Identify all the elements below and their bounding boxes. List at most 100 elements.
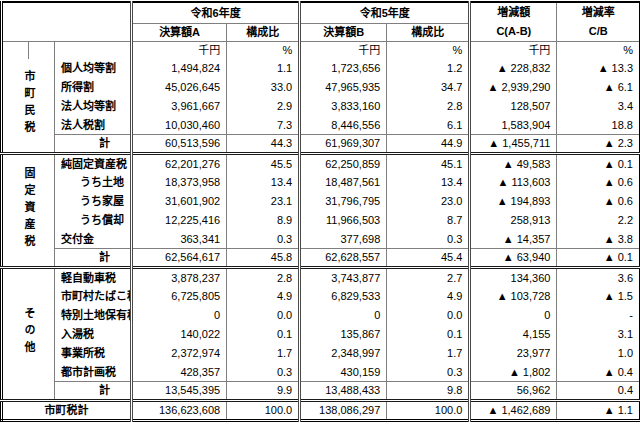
item-label: 特別土地保有税 — [55, 306, 132, 325]
item-label: うち家屋 — [55, 192, 132, 211]
cell-diff-rate: ▲ 0.4 — [557, 363, 640, 382]
item-label: 事業所税 — [55, 344, 132, 363]
cell-settlement-a: 1,494,824 — [132, 59, 227, 78]
table-row: うち家屋31,601,90223.131,796,79523.0▲ 194,89… — [2, 192, 640, 211]
cell-diff-rate: ▲ 3.8 — [557, 230, 640, 249]
cell-ratio-b: 1.7 — [387, 344, 470, 363]
municipal-tax-table: 令和6年度 令和5年度 増減額 C(A-B) 増減率 C/B 決算額A 構成比 … — [0, 1, 640, 422]
units-blank-1 — [2, 42, 29, 59]
grand-total-label: 市町税計 — [2, 401, 132, 421]
table-row: 交付金363,3410.3377,6980.3▲ 14,357▲ 3.8 — [2, 230, 640, 249]
cell-settlement-a: 363,341 — [132, 230, 227, 249]
cell-diff-amount: ▲ 113,603 — [470, 173, 557, 192]
item-label: 純固定資産税 — [55, 154, 132, 173]
cell-ratio-b: 4.9 — [387, 287, 470, 306]
cell-diff-amount: 258,913 — [470, 211, 557, 230]
cell-diff-rate: - — [557, 306, 640, 325]
cell-settlement-b: 2,348,997 — [300, 344, 387, 363]
cell-diff-amount: 128,507 — [470, 97, 557, 116]
table-row: 所得割45,026,64533.047,965,93534.7▲ 2,939,2… — [2, 78, 640, 97]
cell-diff-rate: ▲ 6.1 — [557, 78, 640, 97]
units-blank-3 — [55, 42, 132, 59]
header-row-year: 令和6年度 令和5年度 増減額 C(A-B) 増減率 C/B — [2, 2, 640, 23]
cell-diff-amount: ▲ 1,802 — [470, 363, 557, 382]
item-label: 市町村たばこ税 — [55, 287, 132, 306]
unit-thousand-yen: 千円 — [470, 42, 557, 59]
cell-ratio-a: 1.7 — [227, 344, 300, 363]
cell-settlement-b: 13,488,433 — [300, 382, 387, 401]
table-row: 事業所税2,372,9741.72,348,9971.723,9771.0 — [2, 344, 640, 363]
cell-settlement-a: 31,601,902 — [132, 192, 227, 211]
header-diff-rate-label: 増減率 — [557, 3, 639, 22]
cell-settlement-b: 3,743,877 — [300, 268, 387, 287]
cell-diff-amount: ▲ 63,940 — [470, 249, 557, 268]
cell-diff-amount: ▲ 14,357 — [470, 230, 557, 249]
cell-ratio-b: 6.1 — [387, 116, 470, 135]
unit-thousand-yen: 千円 — [132, 42, 227, 59]
item-label: 軽自動車税 — [55, 268, 132, 287]
cell-diff-amount: 0 — [470, 306, 557, 325]
cell-ratio-b: 100.0 — [387, 401, 470, 421]
cell-settlement-a: 6,725,805 — [132, 287, 227, 306]
cell-ratio-a: 0.1 — [227, 325, 300, 344]
cell-ratio-b: 13.4 — [387, 173, 470, 192]
table-row: 計62,564,61745.862,628,55745.4▲ 63,940▲ 0… — [2, 249, 640, 268]
header-settlement-b: 決算額B — [300, 23, 387, 41]
cell-settlement-b: 0 — [300, 306, 387, 325]
table-row: 固定資産税純固定資産税62,201,27645.562,250,85945.1▲… — [2, 154, 640, 173]
cell-settlement-a: 13,545,395 — [132, 382, 227, 401]
cell-settlement-b: 377,698 — [300, 230, 387, 249]
cell-ratio-a: 2.9 — [227, 97, 300, 116]
cell-diff-amount: ▲ 103,728 — [470, 287, 557, 306]
item-label: 計 — [55, 382, 132, 401]
cell-ratio-b: 2.7 — [387, 268, 470, 287]
units-row: 千円 % 千円 % 千円 % — [2, 42, 640, 59]
cell-ratio-a: 1.1 — [227, 59, 300, 78]
header-year-reiwa6: 令和6年度 — [132, 2, 300, 23]
header-ratio-a: 構成比 — [227, 23, 300, 41]
table-row: 市町民税個人均等割1,494,8241.11,723,6561.2▲ 228,8… — [2, 59, 640, 78]
cell-settlement-b: 138,086,297 — [300, 401, 387, 421]
group-label: その他 — [2, 268, 55, 401]
cell-diff-rate: 3.4 — [557, 97, 640, 116]
header-ratio-b: 構成比 — [387, 23, 470, 41]
cell-ratio-a: 2.8 — [227, 268, 300, 287]
group-label: 固定資産税 — [2, 154, 55, 268]
cell-settlement-a: 2,372,974 — [132, 344, 227, 363]
cell-diff-amount: ▲ 194,893 — [470, 192, 557, 211]
header-diff-rate: 増減率 C/B — [557, 2, 640, 42]
cell-settlement-b: 430,159 — [300, 363, 387, 382]
cell-diff-amount: ▲ 1,462,689 — [470, 401, 557, 421]
item-label: 計 — [55, 135, 132, 154]
cell-diff-rate: ▲ 1.1 — [557, 401, 640, 421]
item-label: うち償却 — [55, 211, 132, 230]
cell-settlement-a: 62,201,276 — [132, 154, 227, 173]
group-label-text: 固定資産税 — [23, 167, 34, 252]
cell-settlement-a: 45,026,645 — [132, 78, 227, 97]
cell-ratio-a: 45.8 — [227, 249, 300, 268]
unit-thousand-yen: 千円 — [300, 42, 387, 59]
item-label: 交付金 — [55, 230, 132, 249]
cell-ratio-b: 34.7 — [387, 78, 470, 97]
cell-settlement-a: 12,225,416 — [132, 211, 227, 230]
cell-ratio-a: 8.9 — [227, 211, 300, 230]
header-corner-blank — [2, 2, 132, 42]
item-label: 個人均等割 — [55, 59, 132, 78]
cell-diff-rate: ▲ 0.6 — [557, 173, 640, 192]
cell-settlement-a: 428,357 — [132, 363, 227, 382]
cell-settlement-a: 140,022 — [132, 325, 227, 344]
cell-diff-amount: ▲ 1,455,711 — [470, 135, 557, 154]
cell-diff-rate: 18.8 — [557, 116, 640, 135]
cell-settlement-a: 3,961,667 — [132, 97, 227, 116]
table-row: うち償却12,225,4168.911,966,5038.7258,9132.2 — [2, 211, 640, 230]
cell-diff-rate: 1.0 — [557, 344, 640, 363]
item-label: 入湯税 — [55, 325, 132, 344]
table-row: うち土地18,373,95813.418,487,56113.4▲ 113,60… — [2, 173, 640, 192]
cell-settlement-b: 47,965,935 — [300, 78, 387, 97]
table-row: 法人均等割3,961,6672.93,833,1602.8128,5073.4 — [2, 97, 640, 116]
table-row: 都市計画税428,3570.3430,1590.3▲ 1,802▲ 0.4 — [2, 363, 640, 382]
cell-ratio-b: 0.3 — [387, 363, 470, 382]
cell-diff-amount: 1,583,904 — [470, 116, 557, 135]
table-row: その他軽自動車税3,878,2372.83,743,8772.7134,3603… — [2, 268, 640, 287]
header-settlement-a: 決算額A — [132, 23, 227, 41]
